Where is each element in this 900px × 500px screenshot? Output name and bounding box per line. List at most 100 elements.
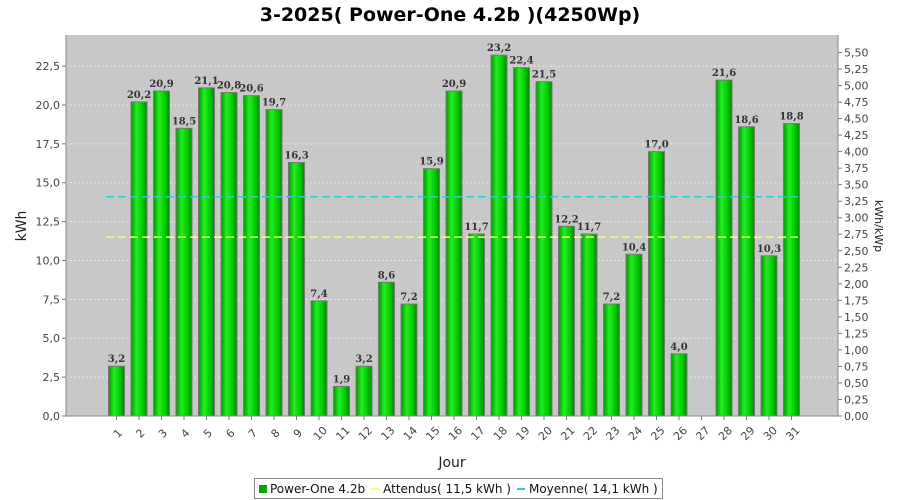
bar bbox=[648, 151, 665, 417]
y-tick-label: 0,0 bbox=[43, 410, 61, 423]
y2-tick-label: 0,25 bbox=[844, 393, 869, 406]
data-label: 19,7 bbox=[262, 98, 286, 109]
y2-tick-label: 0,75 bbox=[844, 360, 869, 373]
x-tick-label: 15 bbox=[423, 424, 442, 443]
bar bbox=[513, 67, 530, 417]
bar bbox=[490, 54, 508, 417]
y2-tick-label: 2,25 bbox=[844, 261, 869, 274]
x-tick-label: 2 bbox=[133, 426, 147, 440]
y-tick-label: 2,5 bbox=[43, 371, 61, 384]
legend-swatch-attendus bbox=[371, 487, 380, 490]
y2-tick-label: 3,25 bbox=[844, 195, 869, 208]
data-label: 3,2 bbox=[108, 354, 125, 365]
data-label: 18,6 bbox=[734, 115, 758, 126]
data-label: 17,0 bbox=[644, 140, 668, 151]
x-tick-label: 27 bbox=[693, 424, 712, 443]
y2-tick-label: 1,75 bbox=[844, 294, 869, 307]
bar bbox=[580, 233, 598, 417]
y-tick-label: 22,5 bbox=[36, 60, 61, 73]
legend: Power-One 4.2b Attendus( 11,5 kWh ) Moye… bbox=[254, 478, 663, 499]
bar bbox=[760, 255, 778, 417]
data-label: 11,7 bbox=[577, 222, 601, 233]
x-tick-label: 21 bbox=[558, 424, 577, 443]
bar bbox=[265, 109, 283, 417]
x-tick-label: 22 bbox=[581, 424, 600, 443]
x-tick-label: 25 bbox=[648, 424, 667, 443]
bar bbox=[175, 127, 193, 417]
bar bbox=[198, 87, 215, 417]
x-tick-label: 20 bbox=[536, 424, 555, 443]
y2-tick-label: 5,00 bbox=[844, 80, 869, 93]
x-tick-label: 29 bbox=[738, 424, 757, 443]
x-tick-label: 1 bbox=[111, 426, 125, 440]
y2-tick-label: 1,50 bbox=[844, 311, 869, 324]
y2-tick-label: 4,50 bbox=[844, 113, 869, 126]
x-tick-label: 9 bbox=[291, 426, 305, 440]
x-tick-label: 3 bbox=[156, 426, 170, 440]
y2-tick-label: 2,50 bbox=[844, 245, 869, 258]
x-tick-label: 5 bbox=[201, 426, 215, 440]
data-label: 21,5 bbox=[532, 70, 556, 81]
data-label: 4,0 bbox=[670, 342, 687, 353]
legend-label-power: Power-One 4.2b bbox=[270, 481, 366, 496]
bar bbox=[670, 353, 688, 417]
x-tick-label: 17 bbox=[468, 424, 487, 443]
x-tick-label: 11 bbox=[333, 424, 352, 443]
data-label: 7,2 bbox=[400, 292, 417, 303]
y2-tick-label: 3,75 bbox=[844, 162, 869, 175]
x-tick-label: 28 bbox=[716, 424, 735, 443]
legend-label-attendus: Attendus( 11,5 kWh ) bbox=[383, 481, 511, 496]
legend-swatch-power bbox=[259, 484, 267, 493]
y-tick-label: 12,5 bbox=[36, 216, 61, 229]
bar bbox=[445, 90, 463, 417]
y-tick-label: 15,0 bbox=[36, 177, 61, 190]
y2-tick-label: 4,00 bbox=[844, 146, 869, 159]
data-label: 18,8 bbox=[779, 112, 803, 123]
bar bbox=[378, 281, 395, 417]
bar bbox=[333, 385, 350, 417]
y2-tick-label: 2,00 bbox=[844, 278, 869, 291]
data-label: 20,9 bbox=[442, 79, 466, 90]
bar bbox=[153, 90, 170, 417]
legend-swatch-moyenne bbox=[516, 487, 525, 490]
legend-item-power: Power-One 4.2b bbox=[259, 482, 365, 496]
x-tick-label: 14 bbox=[401, 424, 420, 443]
bar bbox=[715, 79, 733, 417]
y-tick-label: 7,5 bbox=[43, 293, 61, 306]
bar bbox=[738, 126, 755, 417]
bar bbox=[310, 300, 328, 417]
data-label: 8,6 bbox=[378, 270, 395, 281]
x-tick-label: 4 bbox=[178, 426, 192, 440]
y2-tick-label: 2,75 bbox=[844, 228, 869, 241]
data-label: 12,2 bbox=[554, 214, 578, 225]
plot-area: 0,0 2,5 5,0 7,5 10,0 12,5 15,0 17,5 20,0 22,5 0,00… bbox=[36, 35, 869, 443]
bar bbox=[625, 253, 643, 417]
data-label: 20,2 bbox=[127, 90, 151, 101]
x-tick-label: 18 bbox=[491, 424, 510, 443]
legend-item-moyenne: Moyenne( 14,1 kWh ) bbox=[516, 482, 658, 496]
y2-tick-label: 1,25 bbox=[844, 327, 869, 340]
data-label: 20,9 bbox=[149, 79, 173, 90]
bar bbox=[130, 101, 148, 417]
data-label: 23,2 bbox=[487, 43, 511, 54]
y2-tick-label: 3,00 bbox=[844, 212, 869, 225]
y2-tick-label: 0,50 bbox=[844, 377, 869, 390]
data-label: 21,6 bbox=[712, 68, 736, 79]
data-label: 20,8 bbox=[217, 81, 241, 92]
x-tick-label: 24 bbox=[626, 424, 645, 443]
y-tick-label: 5,0 bbox=[43, 332, 61, 345]
data-label: 22,4 bbox=[509, 56, 533, 67]
y2-tick-label: 3,50 bbox=[844, 179, 869, 192]
x-tick-label: 30 bbox=[761, 424, 780, 443]
data-label: 1,9 bbox=[333, 374, 350, 385]
legend-item-attendus: Attendus( 11,5 kWh ) bbox=[371, 482, 511, 496]
bar bbox=[783, 123, 800, 417]
x-tick-label: 12 bbox=[356, 424, 375, 443]
x-tick-label: 19 bbox=[513, 424, 532, 443]
data-label: 16,3 bbox=[284, 151, 308, 162]
y2-tick-label: 0,00 bbox=[844, 410, 869, 423]
x-tick-label: 26 bbox=[671, 424, 690, 443]
chart-title: 3-2025( Power-One 4.2b )(4250Wp) bbox=[260, 4, 641, 26]
bar bbox=[535, 81, 553, 417]
